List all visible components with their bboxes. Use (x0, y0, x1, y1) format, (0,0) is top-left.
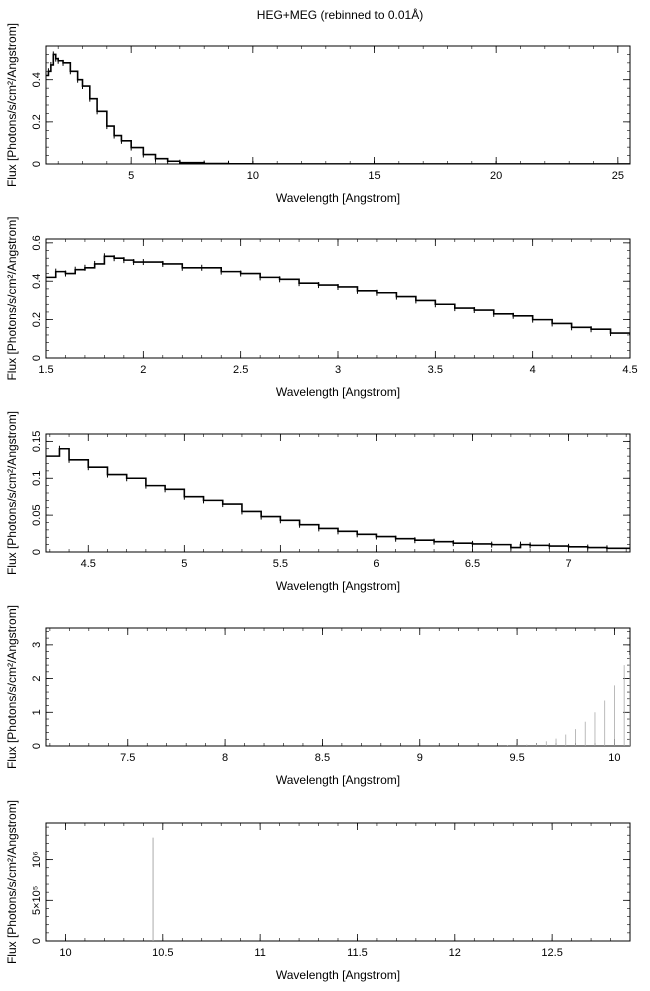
x-tick-label: 3.5 (428, 364, 443, 376)
x-tick-label: 10 (247, 170, 259, 182)
x-tick-label: 6 (373, 558, 379, 570)
plot-frame (45, 822, 631, 942)
x-tick-label: 12.5 (541, 947, 562, 959)
chart-panel-4: 7.5 8 8.5 9 9.5 10 0 1 2 3 Wavelength [Angstrom] Fl… (5, 605, 631, 787)
x-tick-label: 6.5 (465, 558, 480, 570)
chart-panel-1: 5 10 15 20 25 0 0.2 0.4 Wavelength [Angstrom] Flu… (5, 23, 631, 205)
x-tick-label: 7.5 (120, 752, 135, 764)
x-tick-label: 10.5 (152, 947, 173, 959)
x-tick-label: 8 (222, 752, 228, 764)
y-axis-label: Flux [Photons/s/cm²/Angstrom] (5, 800, 19, 964)
y-tick-label: 3 (31, 642, 43, 648)
x-tick-label: 10 (59, 947, 71, 959)
x-tick-label: 9 (417, 752, 423, 764)
x-tick-label: 15 (368, 170, 380, 182)
y-tick-label: 0 (31, 549, 43, 555)
series-1 (506, 654, 630, 746)
y-axis-label: Flux [Photons/s/cm²/Angstrom] (5, 23, 19, 187)
figure-title: HEG+MEG (rebinned to 0.01Å) (256, 8, 424, 22)
y-tick-label: 10⁶ (31, 851, 43, 868)
x-tick-label: 2 (140, 364, 146, 376)
x-axis-label: Wavelength [Angstrom] (276, 385, 400, 399)
y-tick-label: 0.15 (31, 431, 43, 452)
y-tick-label: 0.2 (31, 312, 43, 327)
x-axis-label: Wavelength [Angstrom] (276, 191, 400, 205)
y-axis-label: Flux [Photons/s/cm²/Angstrom] (5, 216, 19, 380)
plot-frame (45, 627, 631, 747)
x-tick-label: 25 (612, 170, 624, 182)
x-tick-label: 10 (608, 752, 620, 764)
y-tick-label: 0.4 (31, 72, 43, 87)
x-tick-label: 5.5 (273, 558, 288, 570)
x-tick-label: 4 (530, 364, 536, 376)
x-tick-label: 5 (128, 170, 134, 182)
chart-panel-5: 10 10.5 11 11.5 12 12.5 0 5×10⁵ 10⁶ Wavelength [A… (5, 800, 631, 982)
x-tick-label: 3 (335, 364, 341, 376)
y-tick-label: 5×10⁵ (31, 886, 43, 915)
y-tick-label: 0.05 (31, 504, 43, 525)
y-tick-label: 0.2 (31, 114, 43, 129)
y-axis-label: Flux [Photons/s/cm²/Angstrom] (5, 605, 19, 769)
x-axis-label: Wavelength [Angstrom] (276, 773, 400, 787)
x-tick-label: 12 (449, 947, 461, 959)
x-tick-label: 4.5 (622, 364, 637, 376)
x-tick-label: 4.5 (81, 558, 96, 570)
y-tick-label: 0.4 (31, 274, 43, 289)
x-axis-label: Wavelength [Angstrom] (276, 968, 400, 982)
x-tick-label: 9.5 (509, 752, 524, 764)
series-line (46, 53, 630, 164)
chart-panel-2: 1.5 2 2.5 3 3.5 4 4.5 0 0.2 0.4 0.6 Wavelength [Ang… (5, 216, 638, 399)
x-tick-label: 1.5 (38, 364, 53, 376)
x-tick-label: 11 (254, 947, 265, 959)
y-tick-label: 0.1 (31, 471, 43, 486)
series-1 (46, 51, 630, 164)
x-tick-label: 20 (490, 170, 502, 182)
y-tick-label: 0 (31, 355, 43, 361)
y-tick-label: 1 (31, 709, 43, 715)
x-tick-label: 5 (181, 558, 187, 570)
series-1 (46, 445, 630, 552)
x-tick-label: 8.5 (315, 752, 330, 764)
series-1 (46, 253, 630, 338)
series-line (46, 255, 630, 335)
chart-panel-3: 4.5 5 5.5 6 6.5 7 0 0.05 0.1 0.15 Wavelength [Angs… (5, 411, 631, 593)
x-axis-label: Wavelength [Angstrom] (276, 579, 400, 593)
x-tick-label: 11.5 (347, 947, 368, 959)
y-tick-label: 0 (31, 161, 43, 167)
y-axis-label: Flux [Photons/s/cm²/Angstrom] (5, 411, 19, 575)
y-tick-label: 2 (31, 676, 43, 682)
y-tick-label: 0 (31, 938, 43, 944)
x-tick-label: 7 (565, 558, 571, 570)
y-tick-label: 0 (31, 743, 43, 749)
y-tick-label: 0.6 (31, 235, 43, 250)
x-tick-label: 2.5 (233, 364, 248, 376)
plot-frame (45, 45, 631, 165)
plot-frame (45, 238, 631, 359)
